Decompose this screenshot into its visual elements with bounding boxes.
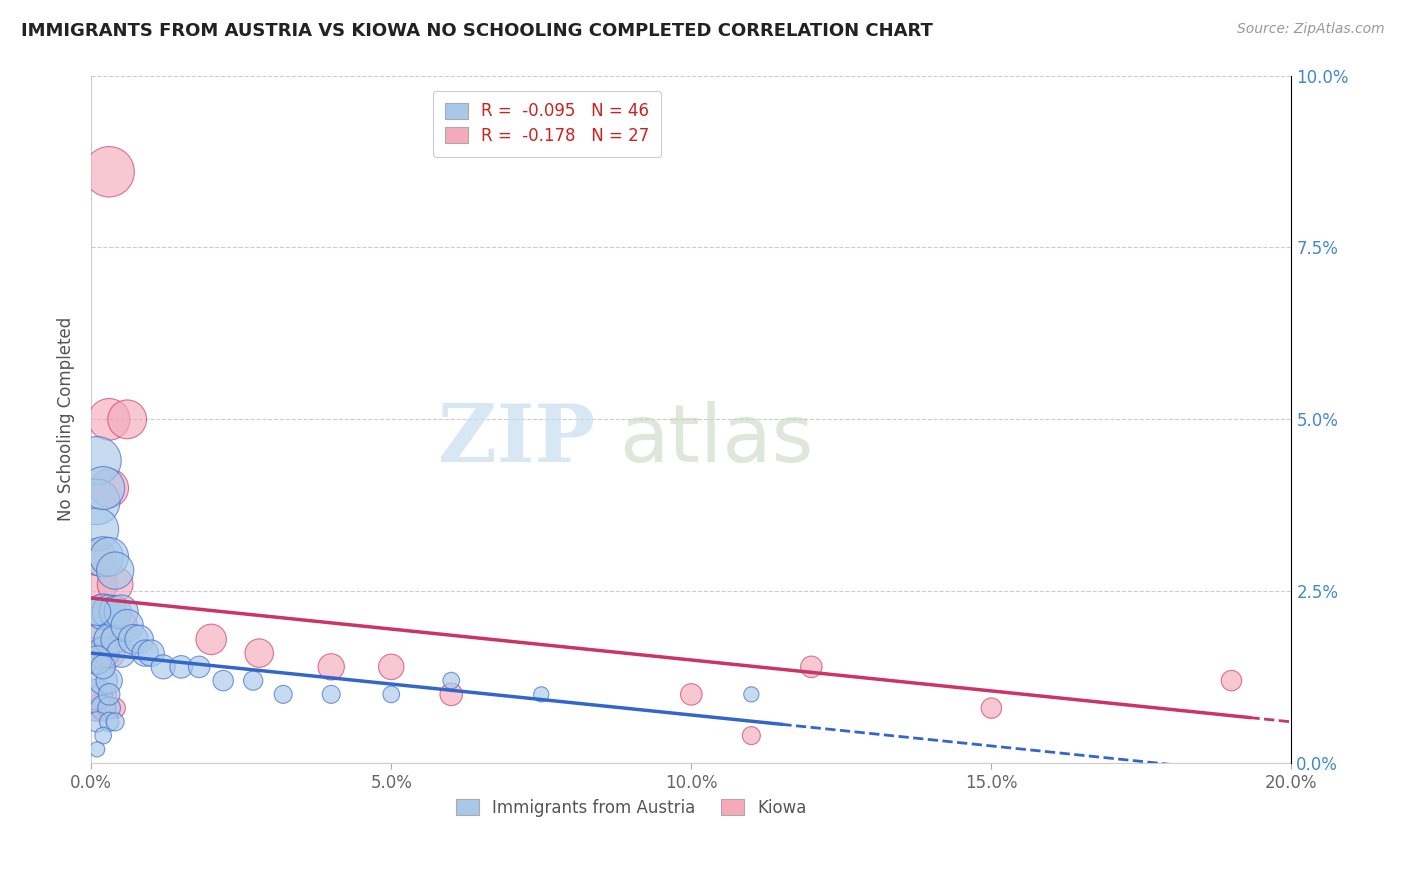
Text: ZIP: ZIP	[439, 401, 595, 479]
Point	[740, 687, 762, 701]
Point	[86, 742, 108, 756]
Point	[115, 618, 138, 632]
Point	[380, 687, 402, 701]
Point	[247, 646, 270, 660]
Point	[98, 646, 121, 660]
Point	[86, 495, 108, 509]
Point	[110, 646, 132, 660]
Point	[188, 660, 211, 674]
Text: Source: ZipAtlas.com: Source: ZipAtlas.com	[1237, 22, 1385, 37]
Text: IMMIGRANTS FROM AUSTRIA VS KIOWA NO SCHOOLING COMPLETED CORRELATION CHART: IMMIGRANTS FROM AUSTRIA VS KIOWA NO SCHO…	[21, 22, 934, 40]
Point	[321, 687, 343, 701]
Legend: Immigrants from Austria, Kiowa: Immigrants from Austria, Kiowa	[449, 792, 814, 823]
Point	[530, 687, 553, 701]
Point	[91, 660, 114, 674]
Point	[681, 687, 703, 701]
Point	[91, 646, 114, 660]
Point	[98, 549, 121, 564]
Point	[141, 646, 163, 660]
Point	[321, 660, 343, 674]
Point	[91, 701, 114, 715]
Point	[86, 618, 108, 632]
Point	[740, 729, 762, 743]
Point	[98, 605, 121, 619]
Point	[104, 577, 127, 591]
Point	[1220, 673, 1243, 688]
Point	[104, 701, 127, 715]
Point	[98, 673, 121, 688]
Point	[91, 549, 114, 564]
Point	[98, 687, 121, 701]
Point	[170, 660, 193, 674]
Point	[134, 646, 156, 660]
Point	[128, 632, 150, 647]
Point	[98, 412, 121, 426]
Point	[86, 618, 108, 632]
Point	[152, 660, 174, 674]
Point	[104, 632, 127, 647]
Point	[98, 481, 121, 495]
Point	[91, 646, 114, 660]
Point	[110, 605, 132, 619]
Point	[200, 632, 222, 647]
Point	[86, 577, 108, 591]
Point	[104, 714, 127, 729]
Point	[98, 632, 121, 647]
Point	[86, 687, 108, 701]
Y-axis label: No Schooling Completed: No Schooling Completed	[58, 318, 75, 522]
Point	[104, 564, 127, 578]
Point	[271, 687, 294, 701]
Point	[440, 687, 463, 701]
Point	[86, 522, 108, 536]
Point	[86, 701, 108, 715]
Point	[800, 660, 823, 674]
Point	[91, 481, 114, 495]
Point	[91, 673, 114, 688]
Point	[115, 412, 138, 426]
Point	[86, 653, 108, 667]
Point	[86, 549, 108, 564]
Point	[91, 687, 114, 701]
Point	[86, 714, 108, 729]
Point	[440, 673, 463, 688]
Point	[380, 660, 402, 674]
Point	[980, 701, 1002, 715]
Text: atlas: atlas	[619, 401, 814, 479]
Point	[91, 701, 114, 715]
Point	[242, 673, 264, 688]
Point	[122, 632, 145, 647]
Point	[91, 605, 114, 619]
Point	[86, 646, 108, 660]
Point	[110, 618, 132, 632]
Point	[91, 605, 114, 619]
Point	[86, 605, 108, 619]
Point	[98, 165, 121, 179]
Point	[212, 673, 235, 688]
Point	[98, 701, 121, 715]
Point	[98, 714, 121, 729]
Point	[104, 605, 127, 619]
Point	[91, 729, 114, 743]
Point	[86, 453, 108, 467]
